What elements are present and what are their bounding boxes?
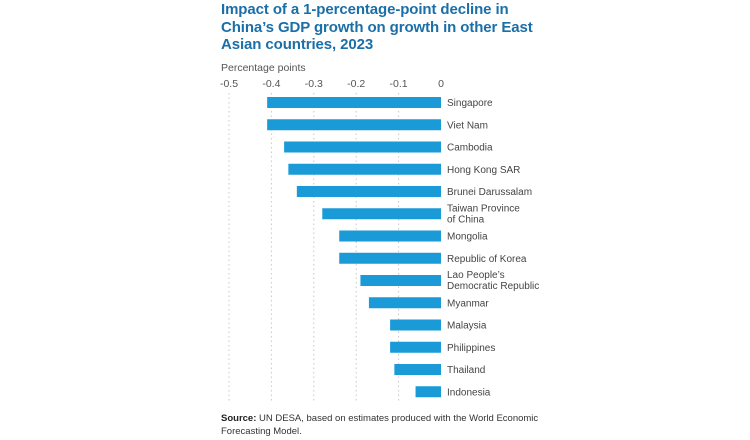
category-label: Lao People’s Democratic Republic [447, 270, 539, 292]
category-label: Brunei Darussalam [447, 187, 532, 198]
bar [360, 275, 441, 286]
bar [267, 97, 441, 108]
source-note: Source: UN DESA, based on estimates prod… [221, 412, 551, 438]
category-label: Republic of Korea [447, 254, 527, 265]
category-label: Singapore [447, 98, 493, 109]
x-axis-ticks: -0.5 -0.4 -0.3 -0.2 -0.1 0 [220, 78, 444, 90]
source-label: Source: [221, 413, 257, 424]
bar [322, 208, 441, 220]
x-tick-label: -0.3 [305, 78, 323, 90]
bar [368, 297, 441, 309]
x-tick-label: -0.5 [220, 78, 238, 90]
bar [390, 341, 441, 353]
x-tick-label: -0.4 [262, 78, 280, 90]
bar [394, 364, 441, 375]
category-label: Viet Nam [447, 120, 488, 131]
bar [390, 319, 441, 331]
x-tick-label: -0.1 [390, 78, 408, 90]
gridlines [228, 93, 400, 402]
bar [267, 119, 441, 131]
category-label: Thailand [447, 365, 485, 376]
category-label: Mongolia [447, 232, 488, 243]
bar [339, 252, 441, 264]
bar [288, 163, 441, 175]
category-label: Philippines [447, 343, 495, 354]
x-tick-label: -0.2 [347, 78, 365, 90]
category-label: Hong Kong SAR [447, 165, 520, 176]
bar [339, 230, 441, 242]
category-labels: Singapore Viet Nam Cambodia Hong Kong SAR Br… [447, 98, 539, 398]
x-tick-label: 0 [438, 78, 444, 90]
category-label: Myanmar [447, 298, 489, 309]
category-label: Malaysia [447, 321, 487, 332]
bar [296, 186, 441, 197]
chart-title: Impact of a 1-percentage-point decline i… [221, 1, 533, 53]
category-label: Cambodia [447, 143, 493, 154]
bars [267, 97, 441, 398]
axis-unit-label: Percentage points [221, 62, 306, 74]
bar [415, 386, 441, 398]
category-label: Taiwan Province of China [447, 203, 520, 225]
category-label: Indonesia [447, 387, 491, 398]
source-text: UN DESA, based on estimates produced wit… [221, 413, 539, 437]
bar [284, 141, 441, 153]
